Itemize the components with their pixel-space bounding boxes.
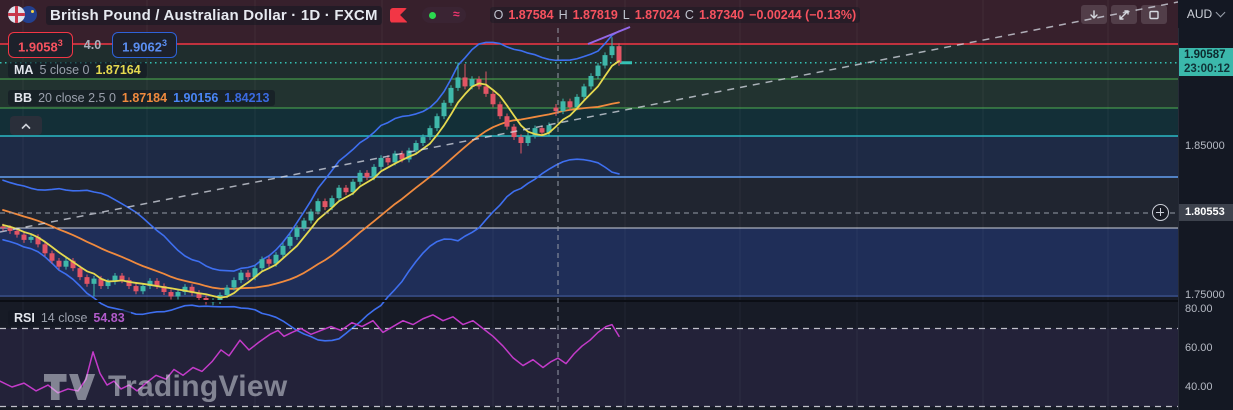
move-pane-down-button[interactable] [1081,5,1107,24]
bb-lower-value: 1.84213 [224,91,270,105]
ohlc-readout: O 1.87584 H 1.87819 L 1.87024 C 1.87340 −0.0… [489,7,861,23]
low-label: L [622,8,630,22]
symbol-title[interactable]: British Pound / Australian Dollar · 1D ·… [46,5,382,25]
bar-countdown: 23:00:12 [1184,63,1231,75]
price-scale[interactable]: 1.90587 23:00:12 1.80553 1.85000 1.75000 8… [1178,0,1233,410]
price-scale-currency-selector[interactable]: AUD [1178,0,1233,28]
bb-upper-value: 1.90156 [173,91,219,105]
approx-icon: ≈ [453,7,460,21]
collapse-legend-button[interactable] [10,116,42,135]
high-label: H [558,8,568,22]
high-value: 1.87819 [572,8,618,22]
bid-ask-widget: 1.90583 4.0 1.90623 [8,32,177,59]
scale-tick-label: 60.00 [1185,342,1213,354]
open-label: O [493,8,504,22]
square-outline-icon [1149,10,1159,19]
bb-name: BB [14,91,33,105]
symbol-pair-flags-icon [8,6,38,24]
rsi-name: RSI [14,311,35,325]
close-label: C [684,8,694,22]
tradingview-watermark: TradingView [44,370,287,404]
crosshair-price-label: 1.80553 [1179,204,1233,221]
rsi-params: 14 close [40,311,88,325]
bb-params: 20 close 2.5 0 [38,91,116,105]
chevron-up-icon [21,122,31,129]
spread-value: 4.0 [83,38,102,53]
scale-tick-label: 1.85000 [1185,140,1225,152]
ma-params: 5 close 0 [39,63,90,77]
bb-basis-value: 1.87184 [121,91,168,105]
market-status-toggle[interactable]: ≈ [421,7,466,23]
chevron-down-icon [1215,7,1226,18]
scale-tick-label: 40.00 [1185,381,1213,393]
scale-tick-label: 80.00 [1185,303,1213,315]
maximize-arrows-icon [1119,9,1129,20]
add-alert-plus-icon[interactable] [1152,204,1169,221]
ma-indicator-legend[interactable]: MA 5 close 0 1.87164 [8,62,147,78]
tradingview-logo-icon [44,374,96,400]
scale-tick-label: 1.75000 [1185,289,1225,301]
fxcm-broker-icon [389,7,408,23]
change-value: −0.00244 (−0.13%) [749,8,857,22]
ma-value: 1.87164 [95,63,141,77]
pane-controls [1081,5,1167,24]
arrow-down-icon [1090,9,1098,19]
sell-bid-button[interactable]: 1.90583 [8,32,73,59]
last-price-value: 1.90587 [1184,49,1226,61]
close-value: 1.87340 [698,8,745,22]
rsi-indicator-legend[interactable]: RSI 14 close 54.83 [8,310,131,326]
new-pane-button[interactable] [1141,5,1167,24]
market-open-dot-icon [428,12,436,19]
open-value: 1.87584 [508,8,554,22]
currency-label: AUD [1186,7,1213,21]
rsi-value: 54.83 [93,311,125,325]
symbol-legend-row[interactable]: British Pound / Australian Dollar · 1D ·… [8,4,861,26]
low-value: 1.87024 [634,8,680,22]
chart-canvas[interactable] [0,0,1178,410]
maximize-pane-button[interactable] [1111,5,1137,24]
ma-name: MA [14,63,34,77]
last-price-label: 1.90587 23:00:12 [1179,48,1233,76]
bb-indicator-legend[interactable]: BB 20 close 2.5 0 1.87184 1.90156 1.8421… [8,90,276,106]
watermark-text: TradingView [108,370,288,403]
buy-ask-button[interactable]: 1.90623 [112,32,177,59]
